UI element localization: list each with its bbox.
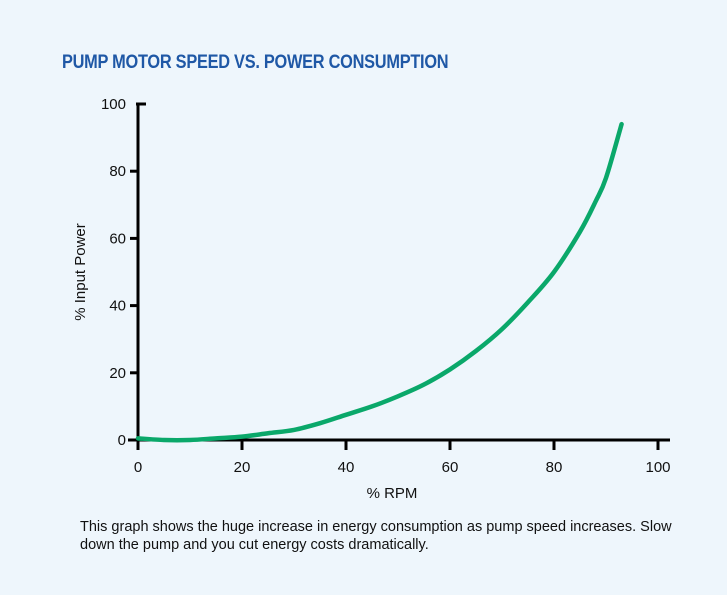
y-tick-label: 60 <box>109 230 126 247</box>
chart-caption: This graph shows the huge increase in en… <box>80 519 672 553</box>
x-tick-label: 100 <box>645 459 670 476</box>
y-tick-label: 20 <box>109 365 126 382</box>
x-tick-label: 80 <box>546 459 563 476</box>
y-tick-label: 80 <box>109 163 126 180</box>
x-tick-label: 20 <box>234 459 251 476</box>
x-tick-label: 0 <box>134 459 142 476</box>
y-tick-label: 100 <box>101 96 126 113</box>
series-line <box>135 121 624 443</box>
x-tick-label: 60 <box>442 459 459 476</box>
x-tick-label: 40 <box>338 459 355 476</box>
y-tick-label: 0 <box>118 432 126 449</box>
x-axis-label: % RPM <box>367 485 418 502</box>
y-tick-label: 40 <box>109 298 126 315</box>
y-axis-label: % Input Power <box>72 223 89 321</box>
chart: 0 20 40 60 80 100 0 20 40 60 80 100 % Input Power %… <box>72 96 671 502</box>
chart-title: PUMP MOTOR SPEED VS. POWER CONSUMPTION <box>62 52 449 73</box>
axes: 0 20 40 60 80 100 0 20 40 60 80 100 <box>101 96 671 476</box>
